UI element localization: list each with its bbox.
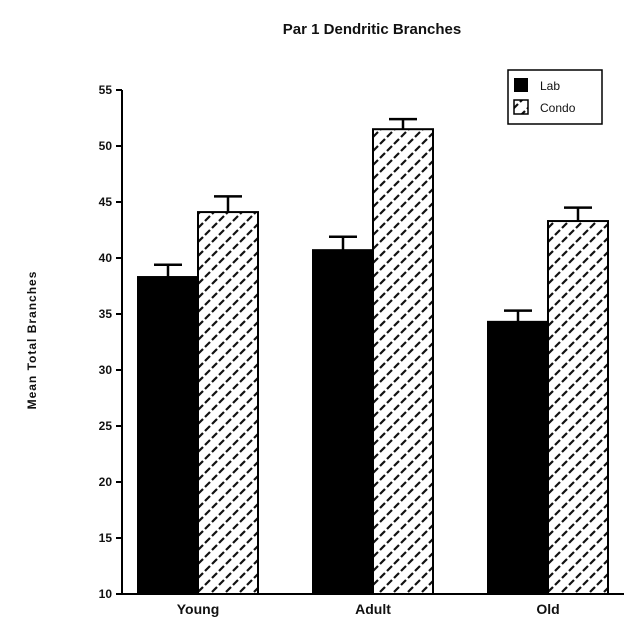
category-labels: Young Adult Old (177, 601, 560, 617)
bar-condo-old (547, 220, 609, 595)
error-bars (154, 117, 592, 322)
bar-lab-young (137, 276, 199, 595)
y-tick-label: 50 (99, 139, 113, 153)
category-label-adult: Adult (355, 601, 391, 617)
bar-condo-young (197, 211, 259, 596)
legend: Lab Condo (507, 69, 603, 125)
y-tick-label: 55 (99, 83, 113, 97)
legend-swatch-condo (513, 99, 529, 115)
y-tick-label: 30 (99, 363, 113, 377)
y-tick-label: 40 (99, 251, 113, 265)
y-tick-label: 20 (99, 475, 113, 489)
y-tick-label: 15 (99, 531, 113, 545)
legend-label-condo: Condo (540, 101, 576, 115)
category-label-old: Old (536, 601, 559, 617)
legend-label-lab: Lab (540, 79, 560, 93)
bars (137, 128, 609, 596)
y-axis-ticks: 10 15 20 25 30 35 40 45 50 55 (99, 83, 122, 601)
bar-condo-adult (372, 128, 434, 595)
bar-lab-adult (312, 249, 374, 595)
bar-lab-old (487, 320, 549, 595)
y-axis-label: Mean Total Branches (25, 271, 39, 410)
y-tick-label: 35 (99, 307, 113, 321)
legend-swatch-lab (514, 78, 528, 92)
chart-title: Par 1 Dendritic Branches (283, 21, 461, 38)
y-tick-label: 10 (99, 587, 113, 601)
category-label-young: Young (177, 601, 220, 617)
y-tick-label: 45 (99, 195, 113, 209)
y-tick-label: 25 (99, 419, 113, 433)
